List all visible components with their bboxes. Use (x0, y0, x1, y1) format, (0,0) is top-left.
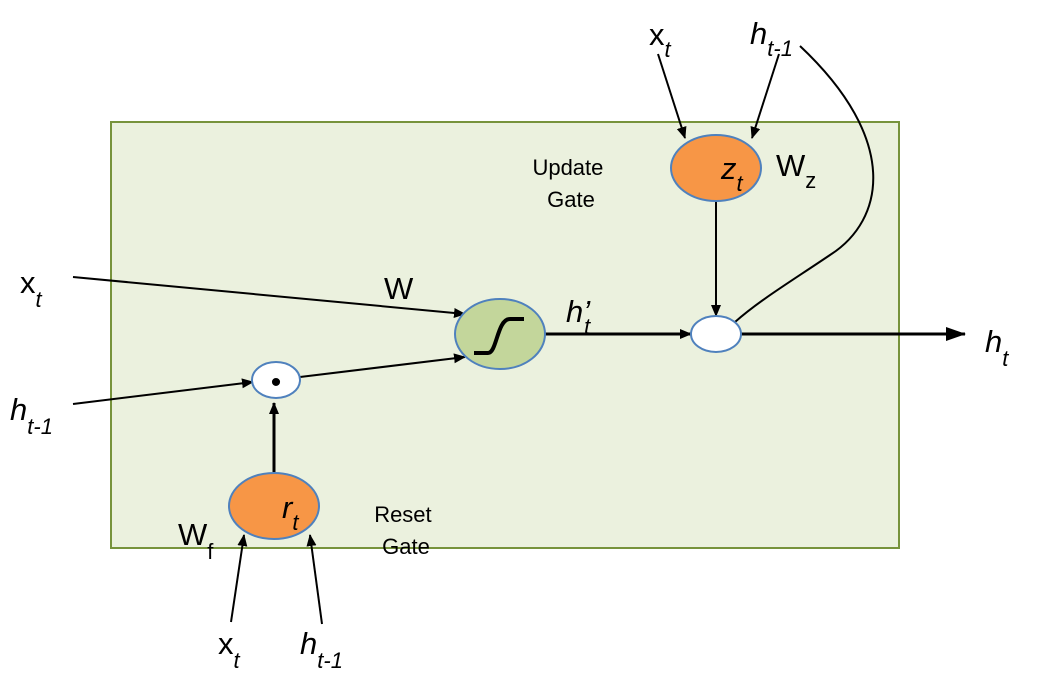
top-h-input-label: ht-1 (750, 16, 793, 61)
edges (72, 45, 966, 625)
update-gate-node (670, 134, 762, 202)
output-label: ht (985, 324, 1009, 371)
edge-top-x-to-z (657, 53, 687, 139)
reset-multiply-dot: • (271, 366, 282, 399)
edge-h-curve-to-combine (734, 45, 875, 323)
z-gate-label: zt (720, 151, 744, 196)
weight-wz-label: Wz (776, 148, 816, 193)
weight-wf-label: Wf (178, 517, 214, 564)
edge-top-h-to-z (750, 53, 780, 139)
reset-gate-node (228, 472, 320, 540)
left-h-input-label: ht-1 (10, 392, 53, 439)
edge-bottom-x-to-r (230, 534, 248, 623)
tanh-curve-icon (474, 317, 524, 355)
edge-h-to-reset-mult (72, 378, 254, 405)
r-gate-label: rt (282, 490, 299, 535)
update-gate-label: Update Gate (532, 155, 609, 212)
combine-node (690, 315, 742, 353)
bottom-h-input-label: ht-1 (300, 626, 343, 673)
edge-reset-mult-to-candidate (299, 353, 466, 378)
reset-multiply-node (251, 361, 301, 399)
edge-x-to-candidate (72, 276, 466, 318)
candidate-label: h’t (566, 294, 591, 339)
top-x-input-label: xt (649, 17, 672, 62)
edge-bottom-h-to-r (306, 534, 323, 625)
weight-w-label: W (384, 271, 414, 306)
reset-gate-label: Reset Gate (374, 502, 438, 559)
bottom-x-input-label: xt (218, 626, 241, 673)
left-x-input-label: xt (20, 265, 43, 312)
